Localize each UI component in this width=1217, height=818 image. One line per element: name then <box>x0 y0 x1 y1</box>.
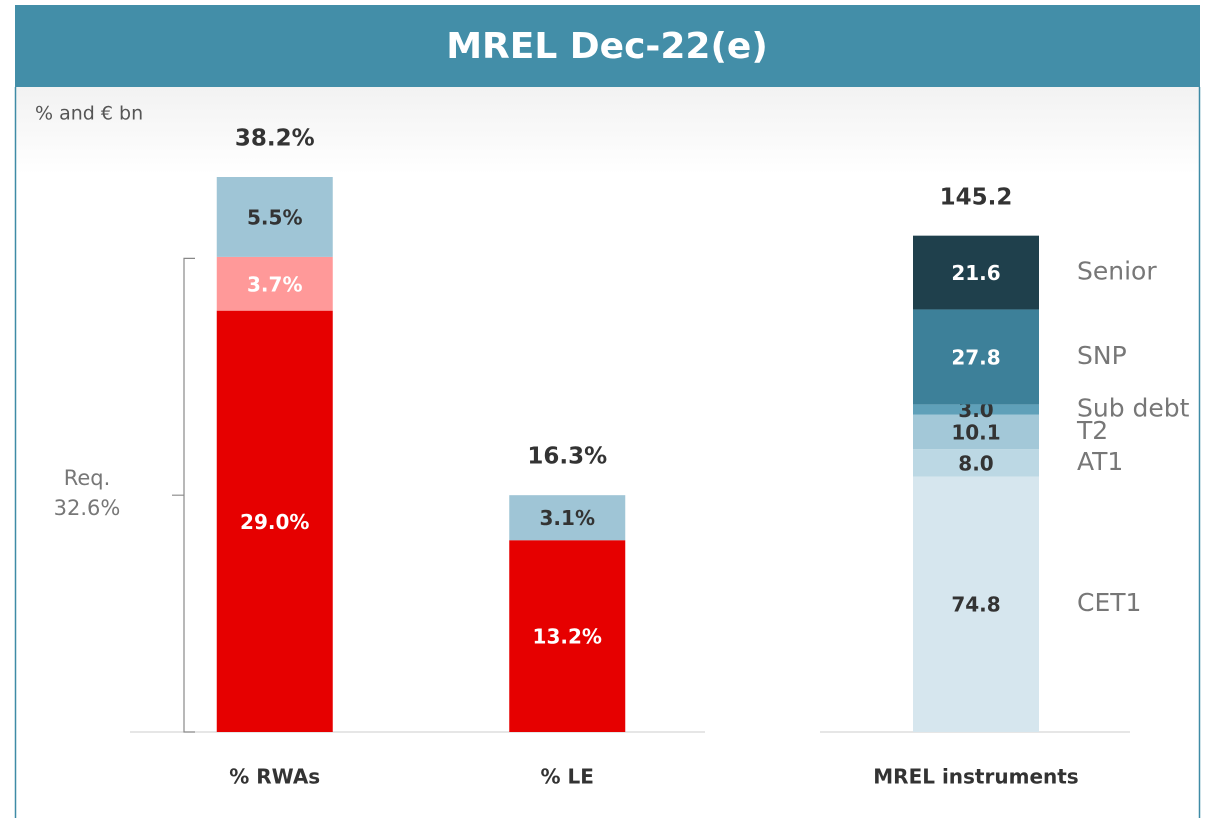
value-label: 5.5% <box>247 205 302 229</box>
segment-name: Sub debt <box>1077 394 1190 423</box>
bar-segment <box>509 540 626 732</box>
bar-segment <box>216 177 333 257</box>
segment-name: CET1 <box>1077 588 1141 617</box>
segment-name: SNP <box>1077 341 1127 370</box>
x-tick-label: MREL instruments <box>873 765 1078 789</box>
value-label: 8.0 <box>958 451 993 475</box>
value-label: 3.7% <box>247 272 302 296</box>
bar-segment <box>509 495 626 541</box>
total-label: 16.3% <box>527 444 607 470</box>
segment-name: T2 <box>1076 416 1108 445</box>
header <box>15 5 1200 87</box>
value-label: 21.6 <box>951 261 1000 285</box>
bar-segment <box>913 476 1039 732</box>
bar-segment <box>913 235 1039 310</box>
annotation-label: 32.6% <box>54 496 121 520</box>
unit-label: % and € bn <box>35 103 143 125</box>
bar-segment <box>216 256 333 311</box>
value-label: 74.8 <box>951 593 1000 617</box>
annotation-text: Req. <box>64 466 111 490</box>
chart-title: MREL Dec-22(e) <box>446 26 768 67</box>
value-label: 27.8 <box>951 345 1000 369</box>
x-tick-label: % LE <box>541 765 594 789</box>
total-label: 38.2% <box>235 126 315 152</box>
requirement-bracket <box>172 257 195 733</box>
bar-segment <box>913 404 1039 415</box>
value-label: 13.2% <box>533 625 602 649</box>
segment-name: AT1 <box>1077 447 1123 476</box>
bar-segment <box>913 449 1039 477</box>
value-label: 10.1 <box>951 420 1000 444</box>
x-tick-label: % RWAs <box>229 765 320 789</box>
segment-name: Senior <box>1077 257 1157 286</box>
value-label: 29.0% <box>240 510 309 534</box>
value-label: 3.1% <box>540 506 595 530</box>
bar-segment <box>913 414 1039 450</box>
bar-segment <box>913 309 1039 405</box>
bar-segment <box>216 310 333 732</box>
total-label: 145.2 <box>940 185 1013 211</box>
